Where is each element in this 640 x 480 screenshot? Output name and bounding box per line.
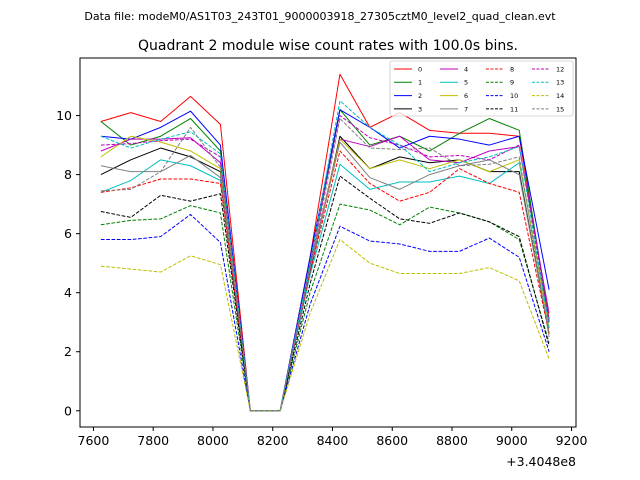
series-line-8 — [100, 150, 550, 412]
y-tick-label: 8 — [64, 167, 72, 182]
legend-label-5: 5 — [464, 79, 468, 87]
x-offset-label: +3.4048e8 — [506, 454, 576, 469]
y-tick-label: 2 — [64, 344, 72, 359]
x-tick-label: 8400 — [317, 433, 349, 448]
series-line-14 — [100, 239, 550, 412]
series-line-7 — [100, 141, 550, 412]
series-line-11 — [100, 175, 550, 412]
series-line-12 — [100, 115, 550, 412]
legend-frame — [389, 60, 574, 117]
series-line-13 — [100, 100, 550, 412]
chart-suptitle: Data file: modeM0/AS1T03_243T01_90000039… — [84, 10, 556, 23]
chart-title: Quadrant 2 module wise count rates with … — [138, 38, 518, 54]
legend-label-15: 15 — [556, 105, 564, 113]
legend-label-8: 8 — [510, 65, 514, 73]
legend-label-7: 7 — [464, 105, 468, 113]
legend-label-11: 11 — [510, 105, 518, 113]
legend-label-13: 13 — [556, 79, 564, 87]
legend-label-14: 14 — [556, 92, 564, 100]
series-line-2 — [100, 109, 550, 412]
legend-label-2: 2 — [418, 92, 422, 100]
y-tick-label: 0 — [64, 403, 72, 418]
x-tick-label: 8200 — [257, 433, 289, 448]
x-tick-label: 7600 — [78, 433, 110, 448]
legend-label-0: 0 — [418, 65, 422, 73]
legend-label-4: 4 — [464, 65, 468, 73]
legend-label-3: 3 — [418, 105, 422, 113]
x-tick-label: 9200 — [556, 433, 588, 448]
x-tick-label: 7800 — [137, 433, 169, 448]
legend-label-12: 12 — [556, 65, 564, 73]
y-tick-label: 4 — [64, 285, 72, 300]
legend-label-6: 6 — [464, 92, 468, 100]
x-tick-label: 8000 — [197, 433, 229, 448]
legend-label-10: 10 — [510, 92, 518, 100]
legend-label-1: 1 — [418, 79, 422, 87]
plot-frame — [79, 57, 577, 428]
legend-label-9: 9 — [510, 79, 514, 87]
x-tick-label: 8800 — [436, 433, 468, 448]
series-line-15 — [100, 118, 550, 412]
series-line-1 — [100, 109, 550, 412]
series-line-0 — [100, 73, 550, 412]
y-tick-label: 10 — [56, 108, 72, 123]
x-tick-label: 8600 — [376, 433, 408, 448]
series-line-5 — [100, 159, 550, 412]
series-line-10 — [100, 213, 550, 412]
x-tick-label: 9000 — [496, 433, 528, 448]
y-tick-label: 6 — [64, 226, 72, 241]
